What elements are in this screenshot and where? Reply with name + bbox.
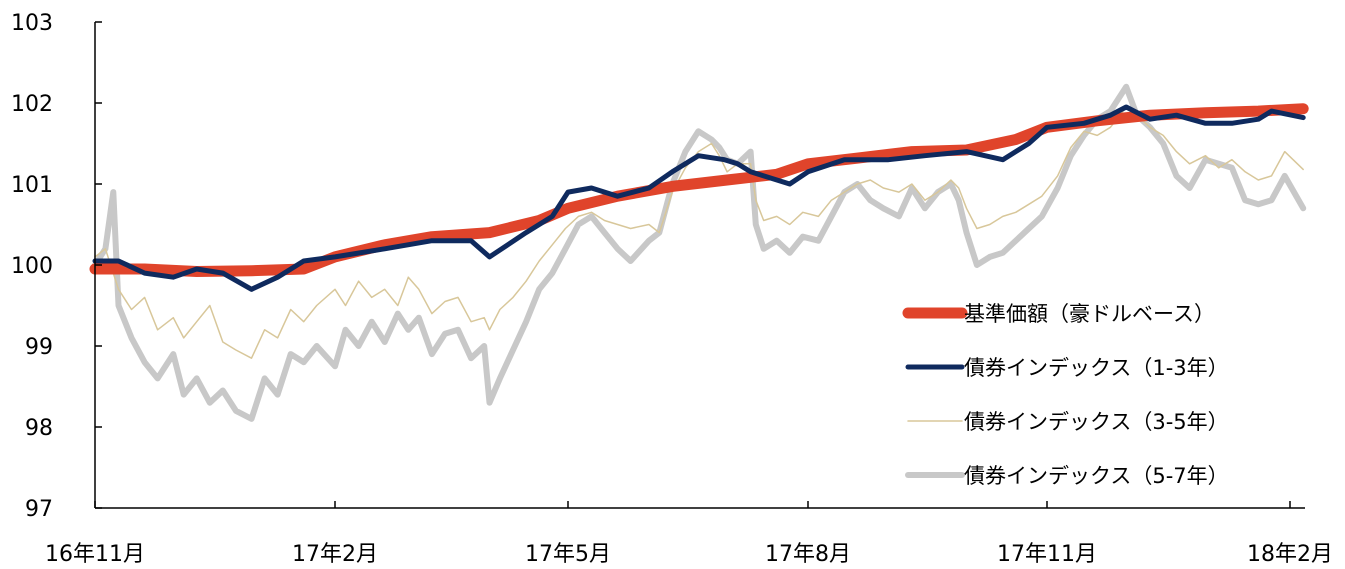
y-tick-label: 100 xyxy=(11,254,53,279)
y-tick-label: 103 xyxy=(11,11,53,36)
y-tick-label: 97 xyxy=(25,497,53,522)
x-tick-label: 17年2月 xyxy=(292,542,378,567)
y-tick-label: 98 xyxy=(25,416,53,441)
y-tick-label: 101 xyxy=(11,173,53,198)
series-line-3 xyxy=(94,106,1304,359)
y-tick-label: 99 xyxy=(25,335,53,360)
x-tick-label: 17年11月 xyxy=(997,542,1097,567)
x-tick-label: 18年2月 xyxy=(1247,542,1333,567)
legend: 基準価額（豪ドルベース） 債券インデックス（1-3年） 債券インデックス（3-5年）… xyxy=(902,302,1229,488)
x-tick-label: 17年8月 xyxy=(765,542,851,567)
legend-label-1: 基準価額（豪ドルベース） xyxy=(964,302,1215,326)
series-line-2 xyxy=(92,104,1306,292)
axes: 97 98 99 100 101 102 103 16年11月 17年2月 17年5月 17年8月 1… xyxy=(11,11,1333,567)
y-tick-label: 102 xyxy=(11,92,53,117)
legend-label-3: 債券インデックス（3-5年） xyxy=(964,410,1229,434)
x-tick-label: 17年5月 xyxy=(525,542,611,567)
legend-label-2: 債券インデックス（1-3年） xyxy=(964,356,1229,380)
series-line-4 xyxy=(92,83,1307,422)
legend-label-4: 債券インデックス（5-7年） xyxy=(964,464,1229,488)
x-tick-label: 16年11月 xyxy=(45,542,145,567)
series-lines xyxy=(89,83,1309,422)
